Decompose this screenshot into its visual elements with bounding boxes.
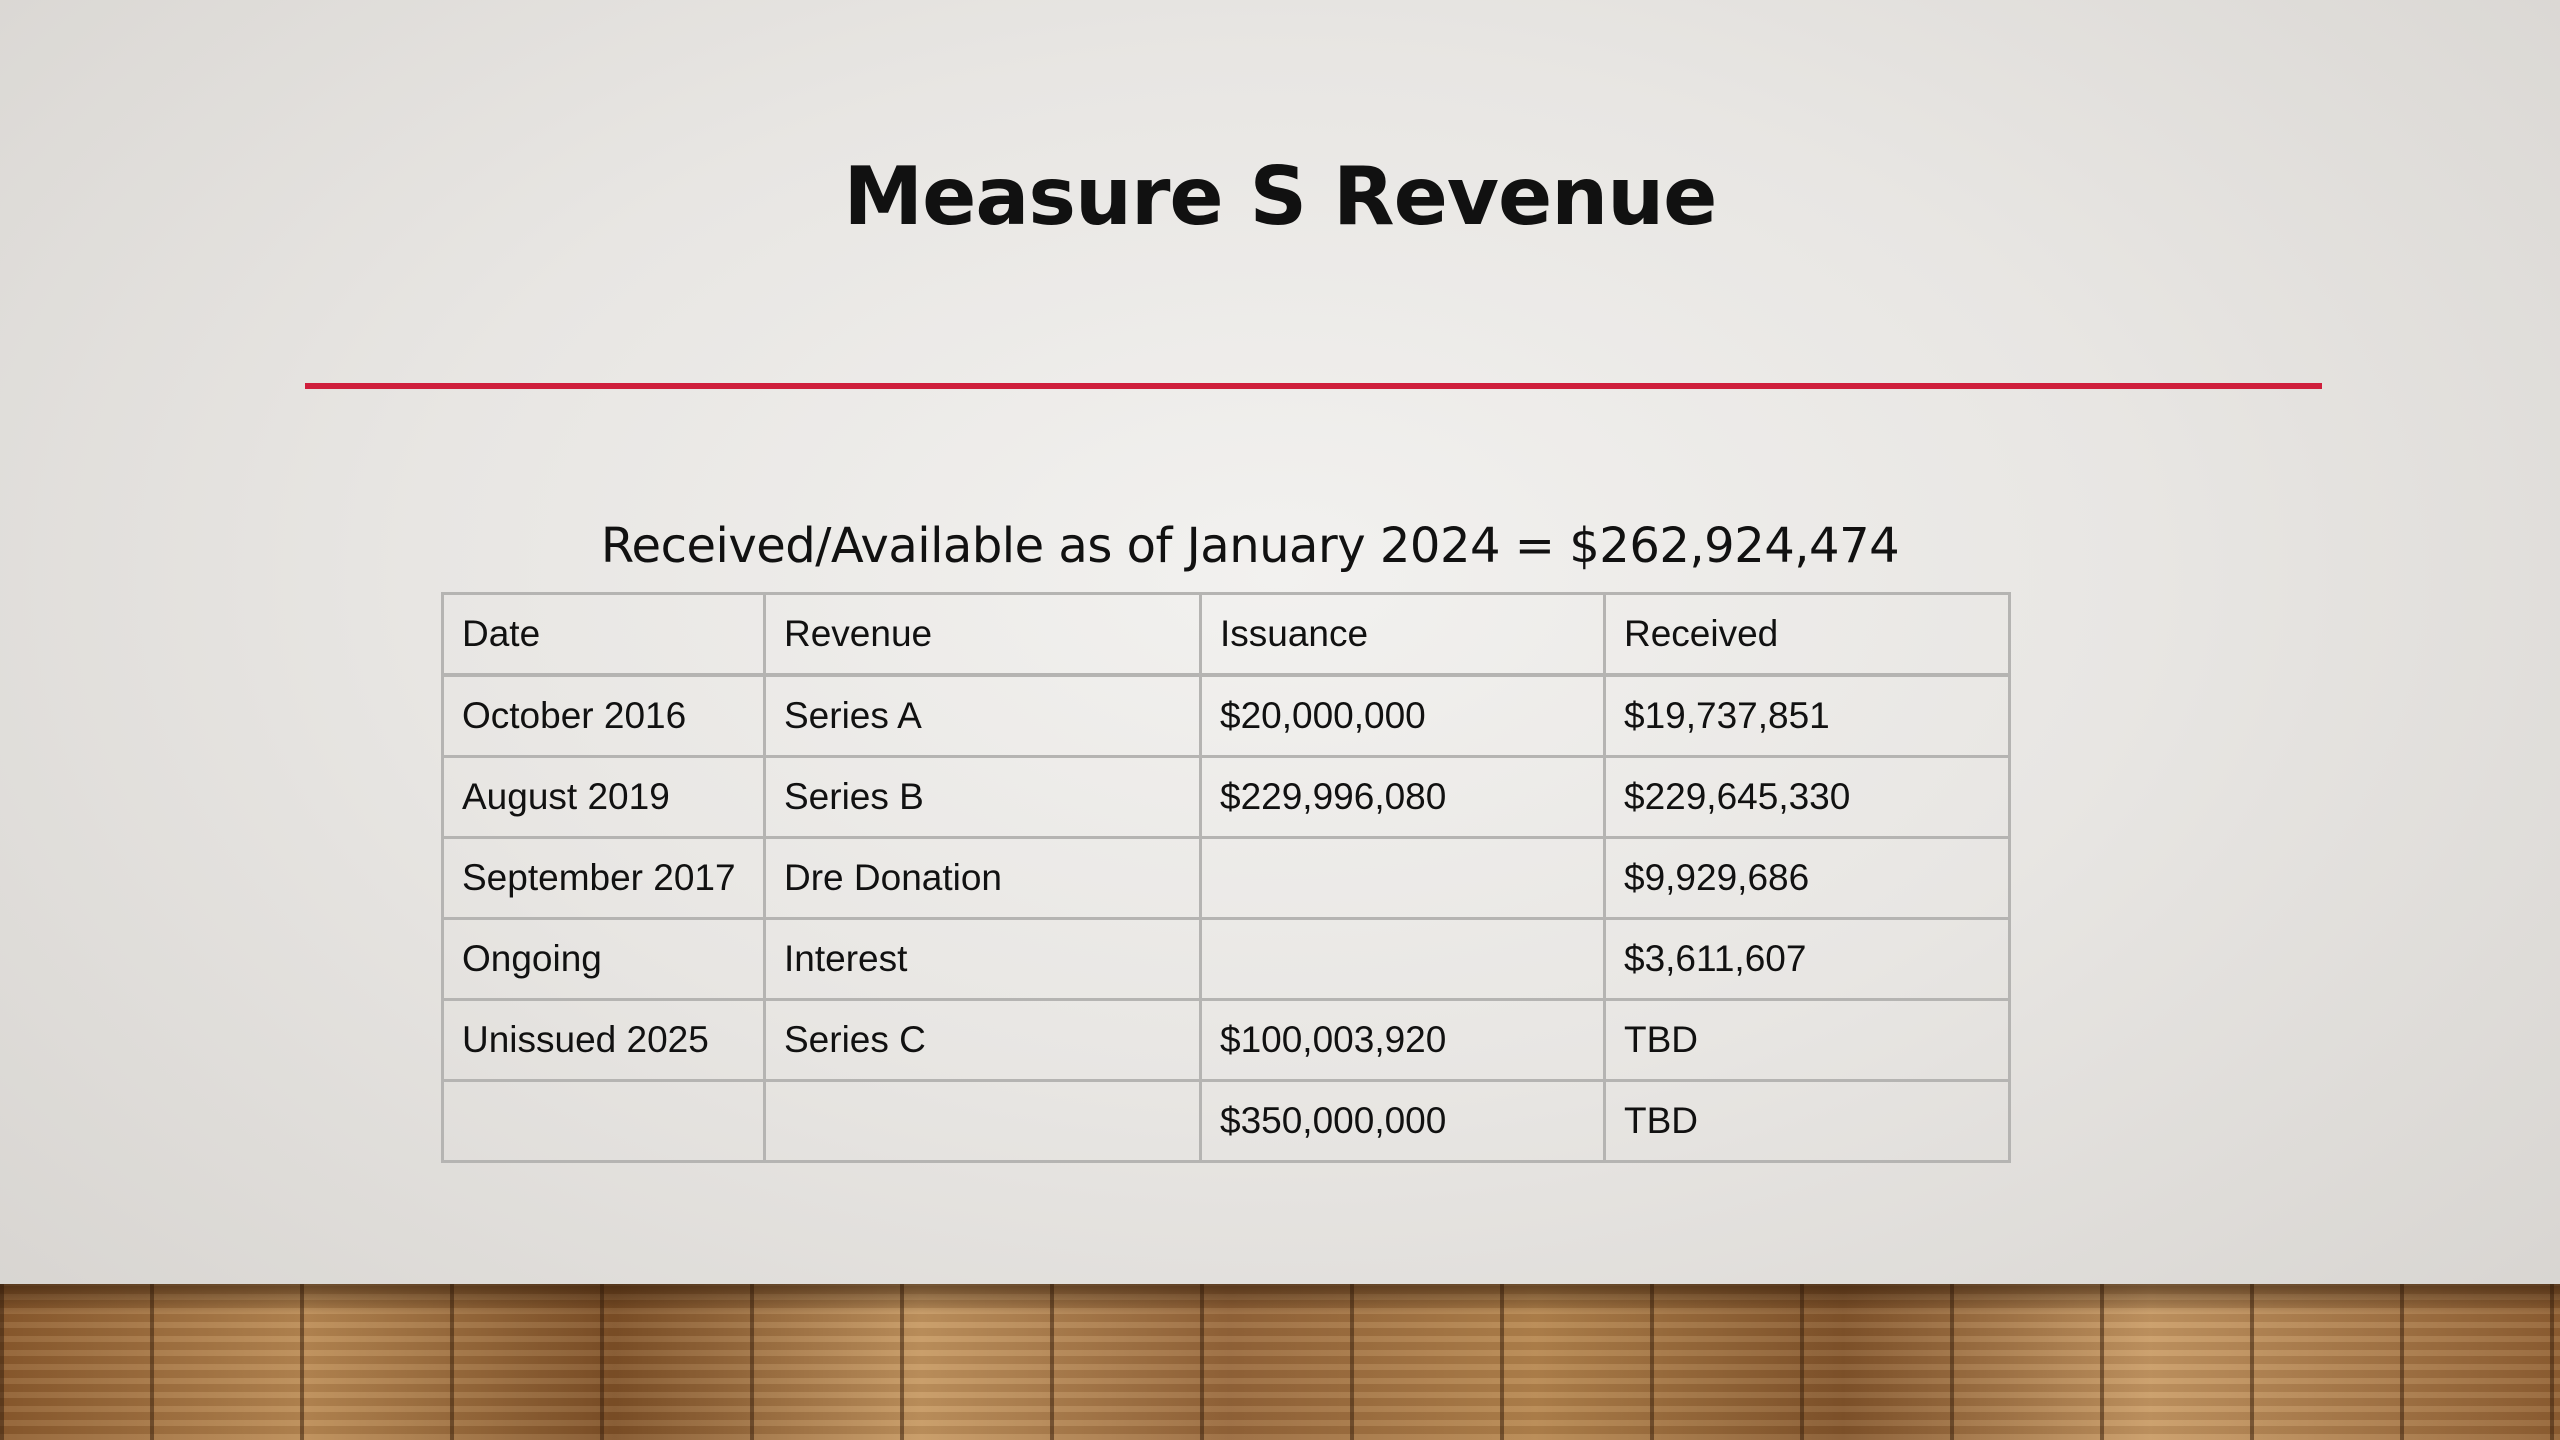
header-row: Date Revenue Issuance Received — [441, 592, 2011, 677]
cell-issuance — [1199, 836, 1606, 920]
cell-issuance: $229,996,080 — [1199, 755, 1606, 839]
cell-issuance: $20,000,000 — [1199, 673, 1606, 758]
cell-received: TBD — [1603, 1079, 2011, 1163]
cell-revenue: Interest — [763, 917, 1202, 1001]
cell-issuance — [1199, 917, 1606, 1001]
cell-revenue: Series C — [763, 998, 1202, 1082]
table-row: September 2017 Dre Donation $9,929,686 — [441, 836, 2011, 920]
cell-revenue: Series B — [763, 755, 1202, 839]
title-divider-line — [305, 383, 2322, 389]
header-received: Received — [1603, 592, 2011, 677]
table-row: Ongoing Interest $3,611,607 — [441, 917, 2011, 1001]
cell-date — [441, 1079, 766, 1163]
cell-revenue — [763, 1079, 1202, 1163]
cell-date: September 2017 — [441, 836, 766, 920]
header-issuance: Issuance — [1199, 592, 1606, 677]
cell-date: Ongoing — [441, 917, 766, 1001]
table-row: $350,000,000 TBD — [441, 1079, 2011, 1163]
cell-date: October 2016 — [441, 673, 766, 758]
table-row: August 2019 Series B $229,996,080 $229,6… — [441, 755, 2011, 839]
cell-received: $229,645,330 — [1603, 755, 2011, 839]
header-date: Date — [441, 592, 766, 677]
cell-received: $19,737,851 — [1603, 673, 2011, 758]
table-row: Unissued 2025 Series C $100,003,920 TBD — [441, 998, 2011, 1082]
table-caption: Received/Available as of January 2024 = … — [600, 518, 1900, 574]
cell-date: August 2019 — [441, 755, 766, 839]
cell-revenue: Dre Donation — [763, 836, 1202, 920]
header-revenue: Revenue — [763, 592, 1202, 677]
cell-received: $3,611,607 — [1603, 917, 2011, 1001]
table-header: Date Revenue Issuance Received — [441, 592, 2011, 677]
cell-received: $9,929,686 — [1603, 836, 2011, 920]
floor-shadow — [0, 1284, 2560, 1314]
table-row: October 2016 Series A $20,000,000 $19,73… — [441, 673, 2011, 758]
cell-issuance: $100,003,920 — [1199, 998, 1606, 1082]
cell-received: TBD — [1603, 998, 2011, 1082]
slide-title: Measure S Revenue — [843, 150, 1718, 243]
revenue-table: Date Revenue Issuance Received October 2… — [441, 592, 2011, 1163]
slide: Measure S Revenue Received/Available as … — [305, 150, 2322, 1163]
cell-date: Unissued 2025 — [441, 998, 766, 1082]
table-body: October 2016 Series A $20,000,000 $19,73… — [441, 673, 2011, 1163]
cell-issuance: $350,000,000 — [1199, 1079, 1606, 1163]
cell-revenue: Series A — [763, 673, 1202, 758]
